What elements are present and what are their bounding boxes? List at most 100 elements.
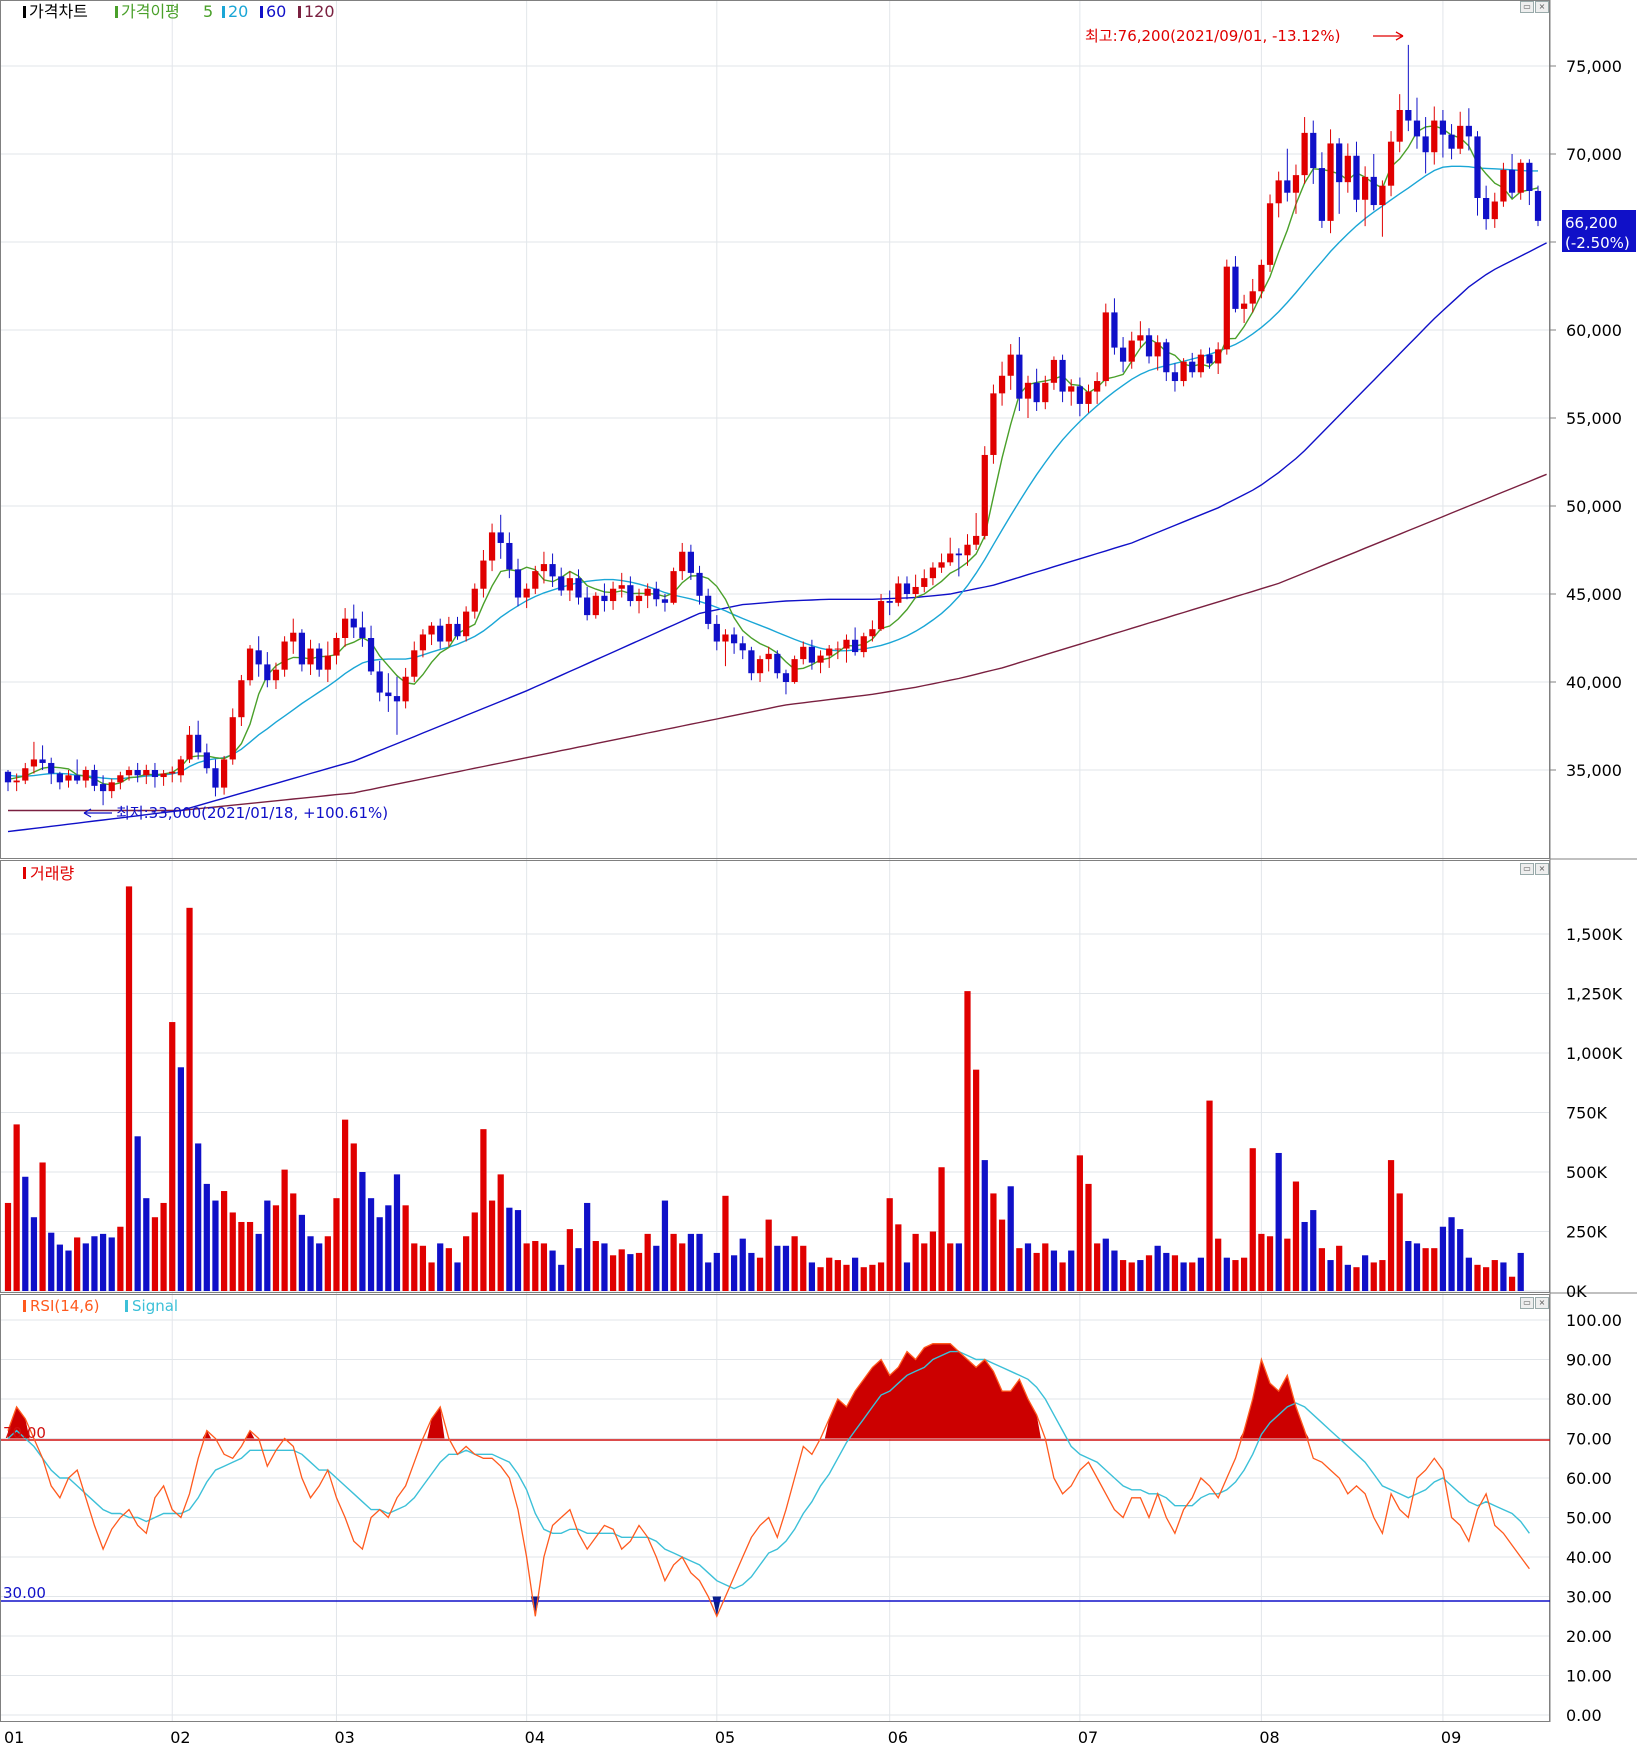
candle-body <box>1526 162 1533 191</box>
volume-bar <box>99 1233 107 1291</box>
candle-up <box>1197 349 1204 378</box>
candle-body <box>661 599 669 603</box>
volume-bar <box>229 1212 236 1291</box>
candle-down <box>134 762 141 783</box>
volume-bar <box>1292 1181 1300 1291</box>
candle-up <box>1249 278 1256 313</box>
candle-body <box>1353 155 1360 200</box>
volume-bar <box>56 1244 63 1291</box>
candle-body <box>1094 381 1101 392</box>
x-month-label: 03 <box>334 1728 354 1747</box>
candle-body <box>350 618 357 628</box>
candle-up <box>1042 375 1049 410</box>
volume-bar <box>177 1067 184 1291</box>
candle-down <box>1534 185 1542 227</box>
candle-up <box>1500 162 1507 207</box>
candle-body <box>540 564 548 572</box>
rsi-y-tick-label: 50.00 <box>1566 1509 1612 1528</box>
candle-body <box>877 601 885 630</box>
candle-up <box>1050 356 1058 390</box>
candle-body <box>324 655 331 670</box>
candle-up <box>947 537 954 566</box>
candle-up <box>1491 192 1498 228</box>
candle-up <box>463 606 470 642</box>
volume-bar <box>1016 1248 1023 1291</box>
candle-up <box>220 755 228 795</box>
volume-bar <box>1085 1183 1092 1291</box>
volume-bar <box>506 1207 513 1291</box>
candle-body <box>1413 120 1421 137</box>
price-panel-close-button[interactable]: × <box>1535 1 1549 13</box>
volume-panel-close-button[interactable]: × <box>1535 863 1549 875</box>
candle-body <box>679 551 686 572</box>
volume-bar <box>454 1262 461 1291</box>
volume-bar <box>1050 1250 1058 1291</box>
candle-body <box>281 641 288 670</box>
candle-down <box>1033 368 1040 411</box>
candle-body <box>186 734 193 760</box>
volume-bar <box>385 1205 392 1291</box>
ma20-legend: 20 <box>228 2 248 21</box>
volume-panel-minimize-button[interactable]: ▭ <box>1520 863 1534 875</box>
candle-up <box>82 766 89 788</box>
rsi-y-tick-label: 80.00 <box>1566 1390 1612 1409</box>
candle-body <box>99 784 107 792</box>
volume-bar <box>826 1257 833 1291</box>
candle-body <box>48 762 55 774</box>
volume-bar <box>609 1255 617 1291</box>
candle-down <box>350 604 357 638</box>
rsi-panel-close-button[interactable]: × <box>1535 1297 1549 1309</box>
candle-down <box>1206 347 1213 369</box>
price-y-tick-label: 75,000 <box>1566 57 1622 76</box>
candle-up <box>860 632 867 658</box>
volume-bar <box>998 1219 1006 1291</box>
ma120-legend: 120 <box>304 2 335 21</box>
candle-body <box>437 625 444 642</box>
volume-bar <box>523 1243 530 1291</box>
candle-up <box>13 773 20 792</box>
candle-down <box>514 558 522 607</box>
candle-body <box>65 775 72 781</box>
rsi-panel-minimize-button[interactable]: ▭ <box>1520 1297 1534 1309</box>
x-month-label: 08 <box>1259 1728 1279 1747</box>
candle-body <box>998 375 1006 394</box>
candle-body <box>56 773 63 783</box>
candle-up <box>445 616 452 647</box>
volume-bar <box>1422 1248 1429 1291</box>
candle-up <box>644 583 651 609</box>
volume-bar <box>774 1245 781 1291</box>
candle-down <box>203 743 210 774</box>
volume-bar <box>756 1257 764 1291</box>
candle-body <box>782 673 790 682</box>
candle-body <box>860 636 867 653</box>
candle-body <box>1189 361 1196 373</box>
candle-up <box>566 571 573 602</box>
candle-up <box>523 583 530 609</box>
candle-body <box>117 775 124 783</box>
volume-y-tick-label: 1,500K <box>1566 925 1623 944</box>
candle-down <box>601 583 608 612</box>
candle-body <box>1327 143 1334 221</box>
candle-body <box>342 618 349 638</box>
candle-up <box>117 771 124 790</box>
volume-bar <box>877 1262 885 1291</box>
rsi-lower-level-label: 30.00 <box>3 1584 46 1602</box>
volume-bar <box>1396 1193 1403 1291</box>
candle-body <box>1240 303 1248 309</box>
volume-bar <box>635 1252 643 1291</box>
volume-bar <box>921 1243 928 1291</box>
candle-body <box>722 634 729 642</box>
candle-down <box>1483 185 1490 230</box>
volume-bar <box>264 1200 271 1291</box>
candle-body <box>1474 136 1481 198</box>
volume-y-tick-label: 250K <box>1566 1223 1608 1242</box>
rsi-y-tick-label: 0.00 <box>1566 1706 1602 1725</box>
volume-bar <box>445 1248 452 1291</box>
volume-bar <box>748 1252 755 1291</box>
candle-body <box>212 768 219 788</box>
price-panel-minimize-button[interactable]: ▭ <box>1520 1 1534 13</box>
candle-up <box>246 645 254 686</box>
volume-bar <box>791 1236 798 1291</box>
candle-down <box>661 594 669 612</box>
candle-body <box>869 629 876 637</box>
